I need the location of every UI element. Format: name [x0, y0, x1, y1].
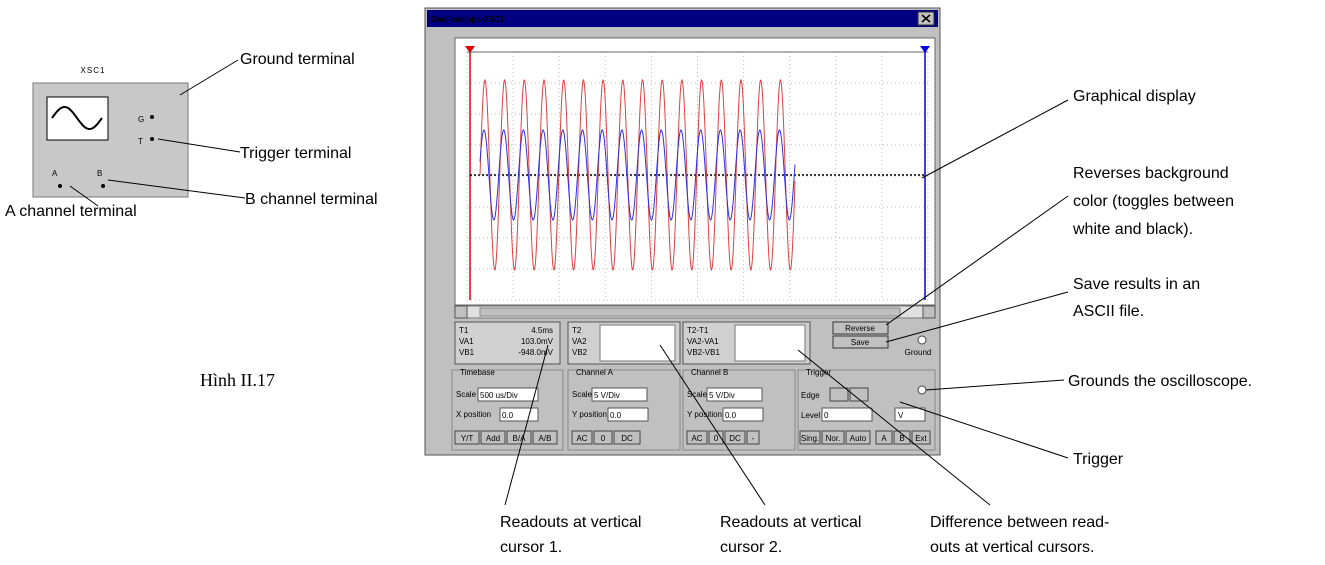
- label: 0: [601, 434, 606, 443]
- label: outs at vertical cursors.: [930, 539, 1095, 556]
- label: A/B: [539, 434, 552, 443]
- figure: XSC1 G T A B Ground terminal Trigger terminal B…: [0, 0, 1325, 565]
- edge-rise[interactable]: [830, 388, 848, 401]
- label: T1: [459, 326, 469, 335]
- label: 0.0: [725, 411, 737, 420]
- label: 5 V/Div: [709, 391, 735, 400]
- scroll-thumb[interactable]: [480, 308, 900, 316]
- label: Channel B: [691, 368, 728, 377]
- label: Hình II.17: [200, 370, 275, 390]
- label: X position: [456, 410, 491, 419]
- field[interactable]: [822, 408, 872, 421]
- terminal-dot: [150, 115, 154, 119]
- leader-line: [926, 380, 1064, 390]
- label: VB1: [459, 348, 475, 357]
- label: A: [52, 169, 58, 178]
- label: Edge: [801, 391, 820, 400]
- label: Nor.: [826, 434, 841, 443]
- label: Readouts at vertical: [500, 514, 641, 531]
- label: Ground: [905, 348, 932, 357]
- label: Scale: [456, 390, 477, 399]
- label: Y position: [687, 410, 722, 419]
- label: 0.0: [610, 411, 622, 420]
- leader-line: [922, 100, 1068, 178]
- readout-box-diff: [735, 325, 805, 361]
- label: color (toggles between: [1073, 193, 1234, 210]
- label: Trigger: [806, 368, 831, 377]
- label: VA2-VA1: [687, 337, 719, 346]
- label: T2-T1: [687, 326, 709, 335]
- label: Add: [486, 434, 500, 443]
- label: Scale: [572, 390, 593, 399]
- terminal-dot: [101, 184, 105, 188]
- label: Y position: [572, 410, 607, 419]
- label: Auto: [850, 434, 867, 443]
- label: Trigger terminal: [240, 145, 351, 162]
- label: A channel terminal: [5, 203, 137, 220]
- label: 4.5ms: [531, 326, 553, 335]
- label: Ground terminal: [240, 51, 355, 68]
- label: white and black).: [1072, 221, 1193, 238]
- label: -948.0mV: [518, 348, 553, 357]
- label: 103.0mV: [521, 337, 554, 346]
- scroll-right[interactable]: [923, 306, 935, 318]
- leader-line: [180, 60, 238, 95]
- label: -: [752, 434, 755, 443]
- label: T: [138, 137, 143, 146]
- terminal-dot: [150, 137, 154, 141]
- label: G: [138, 115, 144, 124]
- label: VA1: [459, 337, 474, 346]
- label: B: [97, 169, 102, 178]
- terminal-dot: [58, 184, 62, 188]
- label: Readouts at vertical: [720, 514, 861, 531]
- label: VB2: [572, 348, 588, 357]
- label: Reverse: [845, 324, 875, 333]
- readout-box-2: [600, 325, 675, 361]
- ground-radio-2[interactable]: [918, 386, 926, 394]
- label: 5 V/Div: [594, 391, 620, 400]
- label: DC: [621, 434, 633, 443]
- display: [455, 38, 935, 305]
- label: AC: [576, 434, 587, 443]
- label: 0: [824, 411, 829, 420]
- label: Difference between read-: [930, 514, 1109, 531]
- label: A: [881, 434, 887, 443]
- label: AC: [691, 434, 702, 443]
- label: cursor 1.: [500, 539, 562, 556]
- label: VB2-VB1: [687, 348, 720, 357]
- label: Save: [851, 338, 870, 347]
- label: 0.0: [502, 411, 514, 420]
- label: XSC1: [81, 66, 106, 75]
- label: 0: [714, 434, 719, 443]
- label: Reverses background: [1073, 165, 1229, 182]
- label: DC: [729, 434, 741, 443]
- label: Save results in an: [1073, 276, 1200, 293]
- label: Graphical display: [1073, 88, 1196, 105]
- label: Oscilloscope-XSC1: [431, 15, 505, 24]
- label: Channel A: [576, 368, 614, 377]
- label: cursor 2.: [720, 539, 782, 556]
- label: Level: [801, 411, 820, 420]
- label: Trigger: [1073, 451, 1124, 468]
- label: T2: [572, 326, 582, 335]
- label: VA2: [572, 337, 587, 346]
- ground-radio[interactable]: [918, 336, 926, 344]
- label: V: [898, 411, 904, 420]
- label: Sing.: [801, 434, 819, 443]
- scroll-left[interactable]: [455, 306, 467, 318]
- label: B channel terminal: [245, 191, 378, 208]
- label: Timebase: [460, 368, 495, 377]
- label: ASCII file.: [1073, 303, 1144, 320]
- label: Ext: [915, 434, 927, 443]
- label: 500 us/Div: [480, 391, 518, 400]
- label: Grounds the oscilloscope.: [1068, 373, 1252, 390]
- label: Y/T: [461, 434, 474, 443]
